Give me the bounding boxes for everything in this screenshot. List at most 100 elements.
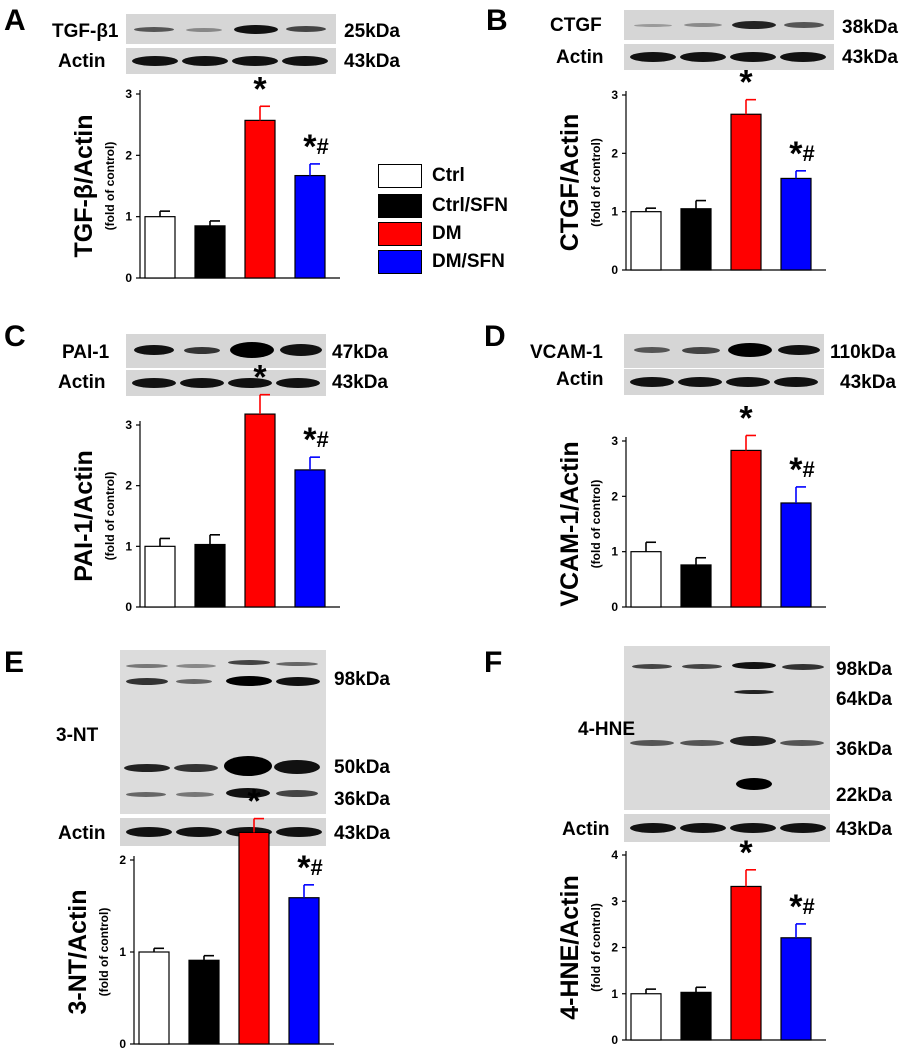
chart-a-ytick-label: 1 (125, 210, 132, 224)
chart-d-ytick-label: 3 (611, 434, 618, 448)
blot-f-actin-size: 43kDa (836, 819, 892, 840)
chart-f-sig-star: * (789, 888, 803, 926)
chart-b-ylabel-sub: (fold of control) (589, 138, 603, 227)
blot-c-actin-label: Actin (58, 372, 106, 393)
chart-f-ytick-label: 3 (611, 894, 618, 908)
blot-d-actin (624, 369, 824, 395)
chart-f-sig-dm: * (739, 834, 753, 872)
blot-a-actin (126, 48, 336, 74)
blot-e-protein (120, 650, 326, 814)
chart-a-bar-dm (244, 119, 276, 279)
chart-d-ytick-label: 2 (611, 489, 618, 503)
chart-e-sig-hash: # (310, 855, 322, 880)
chart-d-sig-star: * (739, 399, 753, 437)
chart-a-sig-star: * (253, 70, 267, 108)
chart-e-sig-star: * (247, 783, 261, 821)
chart-a-sig-dm: * (253, 70, 267, 108)
chart-c-sig-hash: # (316, 427, 328, 452)
blot-c-protein (126, 334, 326, 368)
chart-f-ytick-label: 2 (611, 941, 618, 955)
chart-f-sig-hash: # (802, 894, 814, 919)
blot-a-protein-label: TGF-β1 (52, 21, 119, 42)
blot-a-actin-size: 43kDa (344, 51, 400, 72)
blot-e-size-98: 98kDa (334, 669, 390, 690)
chart-d-ylabel: VCAM-1/Actin (556, 441, 584, 606)
chart-f-bar-ctrl (630, 993, 662, 1041)
legend-label-ctrl: Ctrl (432, 165, 465, 186)
chart-b-ytick-label: 2 (611, 146, 618, 160)
blot-c-protein-label: PAI-1 (62, 342, 110, 363)
chart-a-ylabel: TGF-β/Actin (70, 114, 98, 257)
chart-b-bar-ctrl-sfn (680, 208, 712, 271)
legend-swatch-dm-sfn (378, 250, 422, 274)
chart-c-ylabel: PAI-1/Actin (70, 450, 98, 582)
blot-f-protein-label: 4-HNE (578, 719, 636, 740)
chart-c-ytick-label: 3 (125, 418, 132, 432)
chart-c-sig-dm: * (253, 359, 267, 397)
legend-swatch-ctrl (378, 164, 422, 188)
legend-swatch-ctrl-sfn (378, 194, 422, 218)
chart-f-sig-star: * (739, 834, 753, 872)
chart-d-ytick-label: 0 (611, 600, 618, 614)
panel-b-label: B (486, 4, 508, 37)
chart-d-bar-ctrl (630, 551, 662, 608)
chart-a-ytick-label: 2 (125, 148, 132, 162)
chart-a-bar-ctrl-sfn (194, 225, 226, 279)
chart-f-bar-dm-sfn (780, 937, 812, 1041)
chart-e-sig-dm: * (247, 783, 261, 821)
chart-e-bar-ctrl (138, 951, 170, 1045)
chart-f-bar-ctrl-sfn (680, 991, 712, 1041)
blot-b-actin-label: Actin (556, 47, 604, 68)
chart-d-sig-hash: # (802, 457, 814, 482)
blot-c-actin (126, 370, 326, 396)
chart-b-sig-star: * (739, 64, 753, 102)
chart-c-ylabel-sub: (fold of control) (103, 472, 117, 561)
blot-f-size-36: 36kDa (836, 739, 892, 760)
chart-f-ylabel: 4-HNE/Actin (556, 875, 584, 1019)
chart-e-ytick-label: 0 (119, 1037, 126, 1050)
blot-f-actin (624, 814, 830, 842)
chart-c-sig-star: * (253, 359, 267, 397)
blot-a-protein (126, 14, 336, 44)
blot-c-protein-size: 47kDa (332, 342, 388, 363)
chart-e-ytick-label: 1 (119, 945, 126, 959)
chart-a-sig-star: * (303, 128, 317, 166)
chart-b-sig-dm: * (739, 64, 753, 102)
blot-b-protein-label: CTGF (550, 15, 602, 36)
chart-b-sig-dm-sfn: *# (789, 135, 814, 173)
chart-c-bar-dm-sfn (294, 469, 326, 608)
chart-e-ylabel-sub: (fold of control) (97, 908, 111, 997)
chart-a-ytick-label: 3 (125, 87, 132, 101)
chart-d-sig-dm: * (739, 399, 753, 437)
chart-e-sig-dm-sfn: *# (297, 849, 322, 887)
blot-f-size-22: 22kDa (836, 785, 892, 806)
chart-a-ylabel-sub: (fold of control) (103, 142, 117, 231)
blot-b-protein (624, 10, 834, 40)
chart-c-bar-ctrl-sfn (194, 543, 226, 608)
blot-f-size-98: 98kDa (836, 659, 892, 680)
blot-c-actin-size: 43kDa (332, 372, 388, 393)
blot-f-actin-label: Actin (562, 819, 610, 840)
chart-a-bar-dm-sfn (294, 174, 326, 279)
blot-f-protein (624, 646, 830, 810)
chart-d-bar-dm (730, 449, 762, 608)
chart-c-sig-star: * (303, 421, 317, 459)
blot-e-size-50: 50kDa (334, 757, 390, 778)
blot-d-actin-size: 43kDa (840, 372, 896, 393)
legend-label-dm-sfn: DM/SFN (432, 251, 505, 272)
blot-b-actin-size: 43kDa (842, 47, 898, 68)
chart-b-sig-star: * (789, 135, 803, 173)
chart-d-sig-star: * (789, 451, 803, 489)
panel-e-label: E (4, 646, 25, 679)
chart-b-bar-ctrl (630, 211, 662, 271)
chart-b-bar-dm (730, 113, 762, 271)
chart-b-ytick-label: 0 (611, 263, 618, 277)
chart-d-ytick-label: 1 (611, 545, 618, 559)
blot-f-size-64: 64kDa (836, 689, 892, 710)
